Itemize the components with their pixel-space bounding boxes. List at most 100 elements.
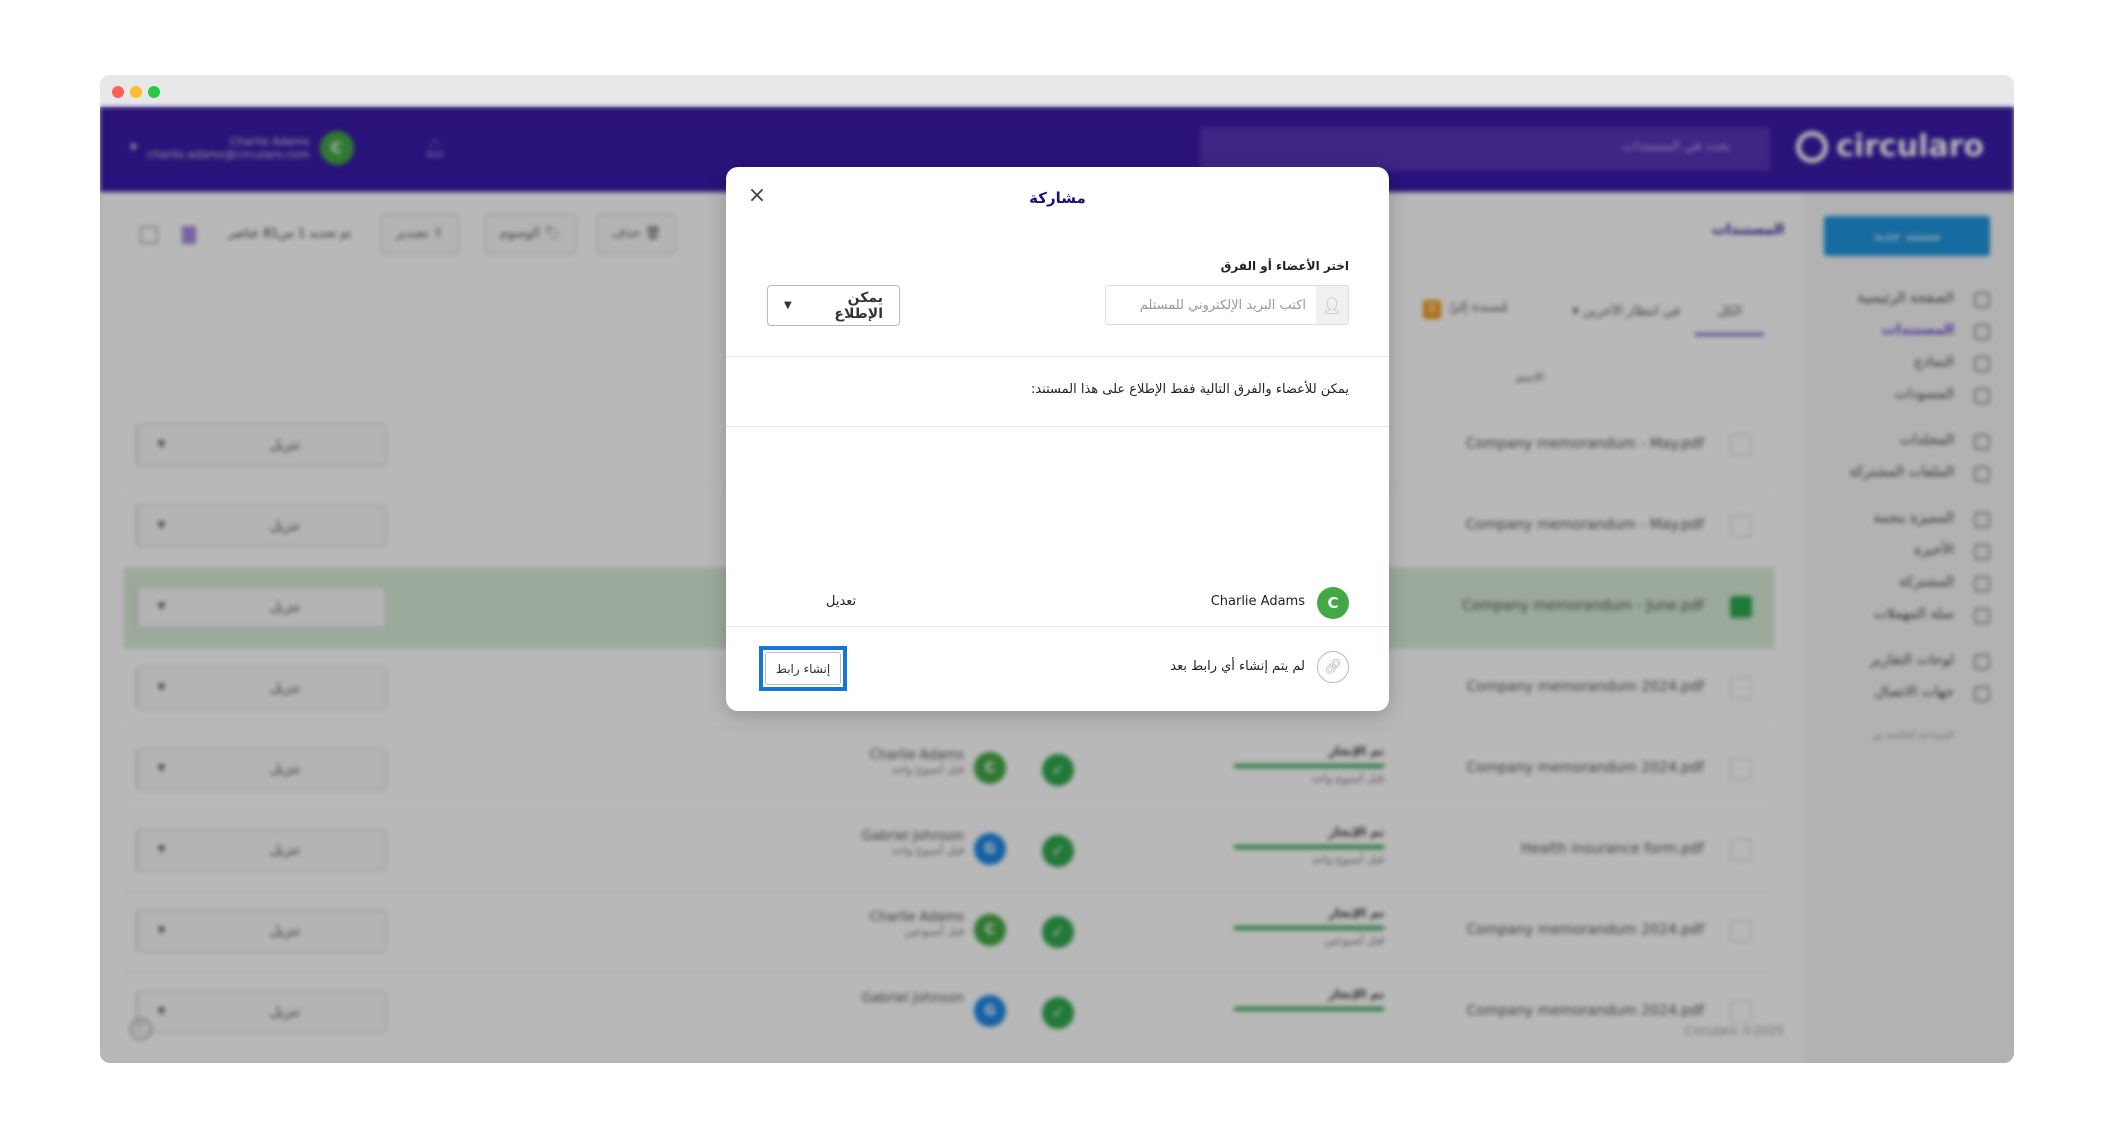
minimize-window-button[interactable] [130, 86, 142, 98]
chevron-down-icon[interactable]: ▼ [137, 911, 185, 951]
column-header-name[interactable]: الاسم [1515, 370, 1544, 384]
avatar: C [974, 752, 1006, 784]
chevron-down-icon[interactable]: ▼ [137, 506, 185, 546]
file-name[interactable]: Company memorandum 2024.pdf [1466, 1003, 1704, 1019]
chevron-down-icon[interactable]: ▼ [137, 587, 185, 627]
maximize-window-button[interactable] [148, 86, 160, 98]
tab-all[interactable]: الكل [1695, 304, 1764, 336]
download-label: تنزيل [269, 599, 301, 615]
email-input[interactable] [1106, 286, 1316, 324]
sidebar-item[interactable]: جهات الاتصال [1874, 684, 1954, 700]
tab-waiting[interactable]: في انتظار الآخرين ▾ [1572, 304, 1680, 319]
table-row[interactable]: Company memorandum 2024.pdf تم الإنجاز قب… [124, 730, 1774, 811]
row-checkbox[interactable] [1730, 920, 1752, 942]
check-icon: ✓ [1042, 754, 1074, 786]
help-icon[interactable]: ? [130, 1018, 152, 1040]
title-bar [100, 75, 2014, 107]
create-link-focus: إنشاء رابط [759, 646, 847, 691]
sidebar-item[interactable]: المسودات [1894, 386, 1954, 402]
close-icon[interactable]: × [747, 183, 767, 208]
file-name[interactable]: Company memorandum 2024.pdf [1466, 760, 1704, 776]
permission-dropdown[interactable]: يمكن الإطلاع ▼ [767, 285, 900, 326]
caret-down-icon: ▼ [784, 300, 792, 311]
owner-name: Charlie Adams [869, 748, 964, 763]
share-dialog: مشاركة × اختر الأعضاء أو الفرق 👤︎ يمكن ا… [726, 167, 1389, 711]
download-label: تنزيل [269, 518, 301, 534]
chevron-down-icon: ▼ [130, 143, 137, 153]
owner-name: Gabriel Johnson [861, 829, 964, 844]
sidebar-item[interactable]: لوحات التقارير [1869, 652, 1954, 668]
recipient-email-field[interactable]: 👤︎ [1105, 285, 1349, 325]
page-title: المستندات [1711, 222, 1784, 238]
file-name[interactable]: Company memorandum 2024.pdf [1466, 679, 1704, 695]
sidebar-item[interactable]: الأخيرة [1914, 542, 1954, 558]
download-label: تنزيل [269, 1004, 301, 1020]
status-time: قبل أسبوع واحد [1311, 772, 1384, 785]
no-link-text: لم يتم إنشاء أي رابط بعد [1170, 659, 1305, 674]
chevron-down-icon[interactable]: ▼ [137, 830, 185, 870]
status: تم الإنجاز قبل أسبوعين [1234, 906, 1384, 947]
chevron-down-icon[interactable]: ▼ [137, 425, 185, 465]
sidebar-item[interactable]: الصفحة الرئيسية [1857, 290, 1954, 306]
tab-assigned[interactable]: مُسندة إليّ 8 [1423, 300, 1508, 319]
search-input[interactable]: بحث في المستندات [1200, 127, 1770, 171]
status-time: قبل أسبوعين [1324, 934, 1384, 947]
row-checkbox[interactable] [1730, 596, 1752, 618]
progress-bar [1234, 1007, 1384, 1011]
row-checkbox[interactable] [1730, 677, 1752, 699]
download-button[interactable]: ▼ تنزيل [136, 586, 386, 628]
progress-bar [1234, 926, 1384, 930]
file-name[interactable]: Company memorandum - May.pdf [1465, 436, 1704, 452]
row-checkbox[interactable] [1730, 1001, 1752, 1023]
divider [726, 626, 1389, 627]
file-name[interactable]: Health insurance form.pdf [1520, 841, 1704, 857]
chevron-down-icon[interactable]: ▼ [137, 992, 185, 1032]
tags-button[interactable]: 🏷 الوسوم [485, 214, 576, 254]
sidebar-item[interactable]: المساحة الخاصة بي [1872, 730, 1954, 741]
sidebar-item[interactable]: النماذج [1913, 354, 1954, 370]
close-window-button[interactable] [112, 86, 124, 98]
download-button[interactable]: ▼ تنزيل [136, 505, 386, 547]
download-button[interactable]: ▼ تنزيل [136, 829, 386, 871]
avatar: G [974, 833, 1006, 865]
table-row[interactable]: Health insurance form.pdf تم الإنجاز قبل … [124, 811, 1774, 892]
new-document-button[interactable]: مستند جديد [1824, 216, 1990, 256]
bell-icon[interactable]: 🔔︎ [423, 137, 447, 159]
owner-name: Gabriel Johnson [861, 991, 964, 1006]
download-label: تنزيل [269, 923, 301, 939]
download-button[interactable]: ▼ تنزيل [136, 991, 386, 1033]
grid-view-icon[interactable] [140, 226, 158, 244]
file-name[interactable]: Company memorandum - May.pdf [1465, 517, 1704, 533]
download-button[interactable]: ▼ تنزيل [136, 910, 386, 952]
download-button[interactable]: ▼ تنزيل [136, 424, 386, 466]
create-link-button[interactable]: إنشاء رابط [765, 652, 841, 685]
row-checkbox[interactable] [1730, 839, 1752, 861]
table-row[interactable]: Company memorandum 2024.pdf تم الإنجاز قب… [124, 892, 1774, 973]
row-checkbox[interactable] [1730, 434, 1752, 456]
file-name[interactable]: Company memorandum - June.pdf [1462, 598, 1704, 614]
owner: Charlie Adams قبل أسبوعين [764, 910, 964, 938]
delete-label: حذف [612, 226, 641, 241]
export-button[interactable]: ⇪ تصدير [381, 214, 459, 254]
sidebar-item[interactable]: سلة المهملات [1873, 606, 1954, 622]
chevron-down-icon[interactable]: ▼ [137, 668, 185, 708]
member-role[interactable]: تعديل [826, 594, 857, 609]
download-button[interactable]: ▼ تنزيل [136, 667, 386, 709]
row-checkbox[interactable] [1730, 515, 1752, 537]
row-checkbox[interactable] [1730, 758, 1752, 780]
view-list-icon[interactable] [182, 226, 196, 244]
sidebar-item[interactable]: المميزة بنجمة [1873, 510, 1954, 526]
delete-button[interactable]: 🗑 حذف [597, 214, 676, 254]
table-row[interactable]: Company memorandum 2024.pdf تم الإنجاز ✓ … [124, 973, 1774, 1054]
export-label: تصدير [396, 226, 429, 241]
file-name[interactable]: Company memorandum 2024.pdf [1466, 922, 1704, 938]
link-icon: 🔗︎ [1317, 651, 1349, 683]
chevron-down-icon[interactable]: ▼ [137, 749, 185, 789]
sidebar-item[interactable]: المستندات [1881, 322, 1954, 338]
user-menu[interactable]: ▼ Charlie Adams charlie.adams@circularo.c… [130, 131, 446, 165]
sidebar-item[interactable]: الملفات المشتركة [1849, 464, 1954, 480]
sidebar-item[interactable]: المجلدات [1899, 432, 1954, 448]
sidebar-item[interactable]: المشتركة [1899, 574, 1954, 590]
status: تم الإنجاز قبل أسبوع واحد [1234, 744, 1384, 785]
download-button[interactable]: ▼ تنزيل [136, 748, 386, 790]
